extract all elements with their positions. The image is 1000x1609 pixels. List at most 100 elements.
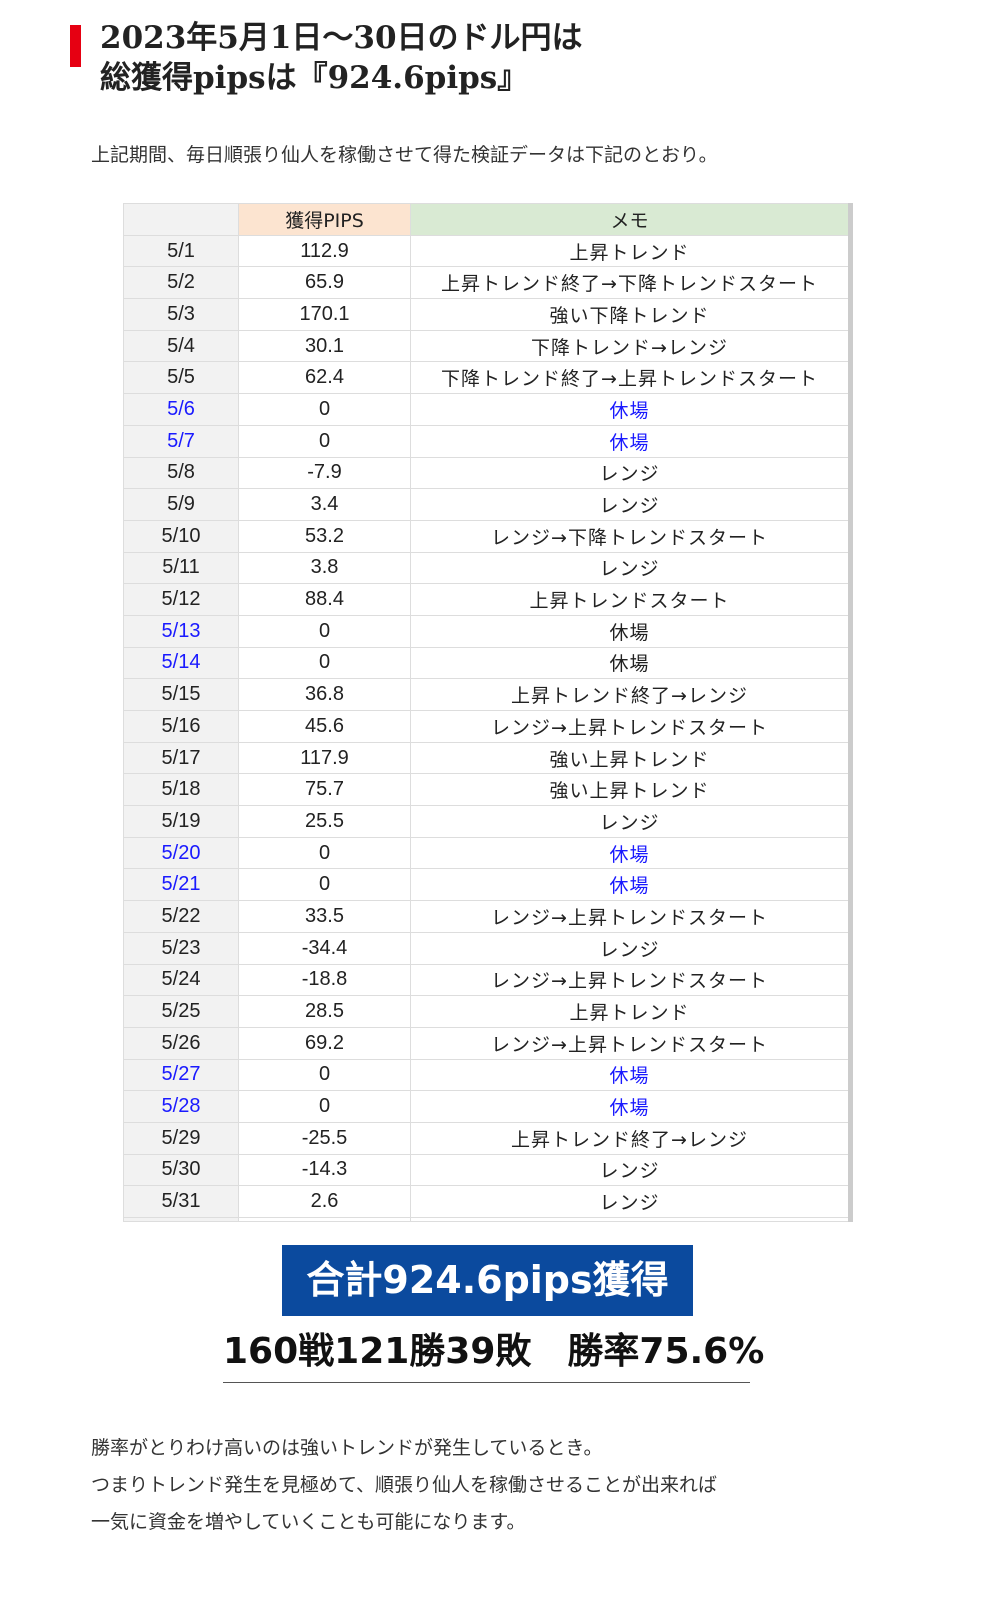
win-stats: 160戦121勝39敗 勝率75.6% bbox=[223, 1331, 765, 1372]
cell-date: 5/30 bbox=[123, 1153, 239, 1187]
cell-pips: 3.8 bbox=[238, 551, 411, 585]
cell-memo: 休場 bbox=[410, 424, 851, 458]
heading-accent-bar bbox=[70, 25, 81, 67]
table-row: 5/1 112.9 上昇トレンド bbox=[123, 234, 851, 268]
cell-memo: 休場 bbox=[410, 1058, 851, 1092]
table-row: 5/11 3.8 レンジ bbox=[123, 551, 851, 585]
cell-memo: 下降トレンド→レンジ bbox=[410, 329, 851, 363]
divider bbox=[223, 1382, 750, 1383]
cell-date: 5/19 bbox=[123, 805, 239, 838]
cell-pips: 45.6 bbox=[238, 710, 411, 743]
table-row: 5/25 28.5 上昇トレンド bbox=[123, 995, 851, 1028]
paragraph-line: 勝率がとりわけ高いのは強いトレンドが発生しているとき。 bbox=[91, 1437, 603, 1459]
cell-empty bbox=[410, 1217, 851, 1222]
cell-date: 5/11 bbox=[123, 551, 239, 585]
cell-pips: 88.4 bbox=[238, 583, 411, 616]
cell-memo: 強い下降トレンド bbox=[410, 298, 851, 331]
cell-memo: レンジ bbox=[410, 551, 851, 585]
cell-date: 5/18 bbox=[123, 773, 239, 807]
cell-memo: 休場 bbox=[410, 393, 851, 426]
cell-date: 5/28 bbox=[123, 1090, 239, 1123]
table-row: 5/17 117.9 強い上昇トレンド bbox=[123, 741, 851, 775]
table-row: 5/3 170.1 強い下降トレンド bbox=[123, 298, 851, 331]
cell-date: 5/27 bbox=[123, 1058, 239, 1092]
table-row: 5/10 53.2 レンジ→下降トレンドスタート bbox=[123, 519, 851, 553]
cell-memo: レンジ→上昇トレンドスタート bbox=[410, 710, 851, 743]
cell-pips: 0 bbox=[238, 868, 411, 902]
title-line-2: 総獲得pipsは『924.6pips』 bbox=[100, 60, 529, 96]
cell-date: 5/13 bbox=[123, 614, 239, 648]
cell-pips: 0 bbox=[238, 393, 411, 426]
title-line-1: 2023年5月1日～30日のドル円は bbox=[100, 20, 583, 56]
cell-memo: レンジ→下降トレンドスタート bbox=[410, 519, 851, 553]
cell-pips: 69.2 bbox=[238, 1026, 411, 1060]
table-row-empty bbox=[123, 1217, 851, 1222]
header-memo: メモ bbox=[410, 203, 851, 236]
table-row: 5/26 69.2 レンジ→上昇トレンドスタート bbox=[123, 1026, 851, 1060]
table-row: 5/6 0 休場 bbox=[123, 393, 851, 426]
cell-date: 5/6 bbox=[123, 393, 239, 426]
cell-memo: 休場 bbox=[410, 836, 851, 870]
table-row: 5/16 45.6 レンジ→上昇トレンドスタート bbox=[123, 710, 851, 743]
cell-memo: 上昇トレンド bbox=[410, 234, 851, 268]
cell-pips: 25.5 bbox=[238, 805, 411, 838]
cell-pips: 30.1 bbox=[238, 329, 411, 363]
cell-empty bbox=[123, 1217, 239, 1222]
cell-date: 5/16 bbox=[123, 710, 239, 743]
table-row: 5/4 30.1 下降トレンド→レンジ bbox=[123, 329, 851, 363]
cell-date: 5/20 bbox=[123, 836, 239, 870]
cell-pips: 28.5 bbox=[238, 995, 411, 1028]
cell-date: 5/24 bbox=[123, 963, 239, 997]
table-row: 5/22 33.5 レンジ→上昇トレンドスタート bbox=[123, 900, 851, 933]
cell-date: 5/31 bbox=[123, 1185, 239, 1218]
cell-memo: レンジ bbox=[410, 805, 851, 838]
paragraph-line: つまりトレンド発生を見極めて、順張り仙人を稼働させることが出来れば bbox=[91, 1474, 718, 1496]
cell-memo: 休場 bbox=[410, 1090, 851, 1123]
cell-date: 5/1 bbox=[123, 234, 239, 268]
cell-pips: 33.5 bbox=[238, 900, 411, 933]
cell-date: 5/12 bbox=[123, 583, 239, 616]
header-date bbox=[123, 203, 239, 236]
cell-date: 5/14 bbox=[123, 646, 239, 680]
cell-date: 5/2 bbox=[123, 266, 239, 300]
cell-memo: 強い上昇トレンド bbox=[410, 773, 851, 807]
total-pips-banner: 合計924.6pips獲得 bbox=[282, 1245, 693, 1316]
cell-pips: 65.9 bbox=[238, 266, 411, 300]
cell-pips: 36.8 bbox=[238, 678, 411, 711]
cell-memo: レンジ bbox=[410, 931, 851, 965]
conclusion-paragraph: 勝率がとりわけ高いのは強いトレンドが発生しているとき。 つまりトレンド発生を見極… bbox=[91, 1430, 717, 1541]
cell-memo: 上昇トレンド終了→レンジ bbox=[410, 678, 851, 711]
cell-pips: 0 bbox=[238, 424, 411, 458]
cell-date: 5/3 bbox=[123, 298, 239, 331]
cell-pips: 75.7 bbox=[238, 773, 411, 807]
cell-pips: -7.9 bbox=[238, 456, 411, 490]
table-row: 5/13 0 休場 bbox=[123, 614, 851, 648]
cell-date: 5/5 bbox=[123, 361, 239, 395]
table-row: 5/21 0 休場 bbox=[123, 868, 851, 902]
cell-memo: レンジ bbox=[410, 456, 851, 490]
cell-memo: 下降トレンド終了→上昇トレンドスタート bbox=[410, 361, 851, 395]
table-row: 5/19 25.5 レンジ bbox=[123, 805, 851, 838]
cell-pips: 0 bbox=[238, 646, 411, 680]
cell-pips: 0 bbox=[238, 1090, 411, 1123]
cell-memo: レンジ bbox=[410, 1185, 851, 1218]
cell-memo: 休場 bbox=[410, 614, 851, 648]
table-row: 5/5 62.4 下降トレンド終了→上昇トレンドスタート bbox=[123, 361, 851, 395]
cell-memo: 強い上昇トレンド bbox=[410, 741, 851, 775]
results-table: 獲得PIPS メモ 5/1 112.9 上昇トレンド 5/2 65.9 上昇トレンド終了→… bbox=[123, 203, 853, 1222]
table-row: 5/28 0 休場 bbox=[123, 1090, 851, 1123]
table-row: 5/30 -14.3 レンジ bbox=[123, 1153, 851, 1187]
page-title: 2023年5月1日～30日のドル円は 総獲得pipsは『924.6pips』 bbox=[100, 18, 583, 98]
cell-memo: レンジ bbox=[410, 1153, 851, 1187]
cell-date: 5/23 bbox=[123, 931, 239, 965]
table-row: 5/31 2.6 レンジ bbox=[123, 1185, 851, 1218]
cell-date: 5/22 bbox=[123, 900, 239, 933]
cell-pips: -25.5 bbox=[238, 1121, 411, 1155]
cell-pips: 3.4 bbox=[238, 488, 411, 521]
cell-memo: レンジ→上昇トレンドスタート bbox=[410, 1026, 851, 1060]
table-row: 5/7 0 休場 bbox=[123, 424, 851, 458]
table-row: 5/15 36.8 上昇トレンド終了→レンジ bbox=[123, 678, 851, 711]
cell-pips: 2.6 bbox=[238, 1185, 411, 1218]
cell-date: 5/9 bbox=[123, 488, 239, 521]
table-header-row: 獲得PIPS メモ bbox=[123, 203, 851, 236]
